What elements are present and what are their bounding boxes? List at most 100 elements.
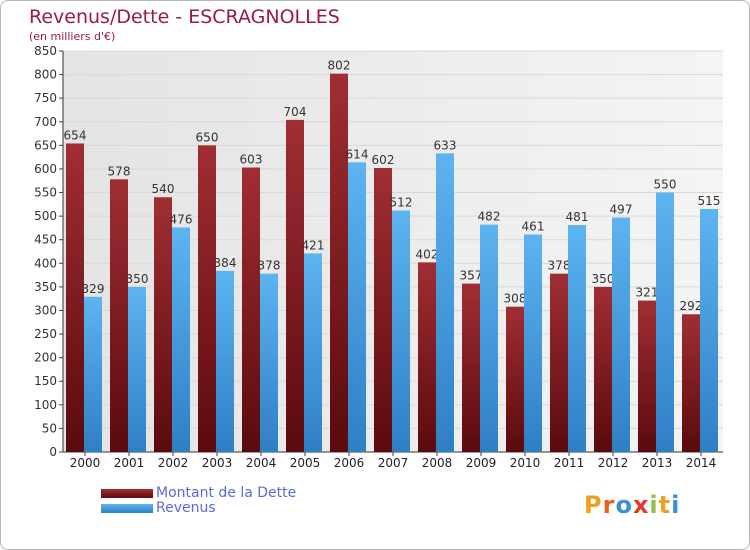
data-label-revenue: 550 bbox=[654, 178, 677, 192]
logo-letter: o bbox=[615, 491, 633, 519]
legend-swatch-debt bbox=[101, 489, 153, 498]
data-label-debt: 602 bbox=[372, 153, 395, 167]
legend-label-revenue: Revenus bbox=[156, 500, 216, 516]
logo-letter: t bbox=[658, 491, 672, 519]
y-tick-label: 650 bbox=[34, 138, 57, 152]
bar-debt bbox=[506, 306, 524, 452]
bar-revenue bbox=[436, 153, 454, 453]
proxiti-logo: Proxiti bbox=[584, 491, 680, 519]
bar-debt bbox=[330, 73, 348, 452]
data-label-debt: 308 bbox=[504, 292, 527, 306]
logo-letter: P bbox=[584, 491, 603, 519]
y-tick-label: 150 bbox=[34, 374, 57, 388]
bar-revenue bbox=[172, 227, 190, 452]
bar-debt bbox=[374, 167, 392, 452]
y-tick-label: 600 bbox=[34, 162, 57, 176]
data-label-revenue: 497 bbox=[610, 203, 633, 217]
bar-debt bbox=[198, 145, 216, 452]
x-tick-label: 2007 bbox=[378, 456, 409, 470]
y-tick-label: 300 bbox=[34, 303, 57, 317]
bar-revenue bbox=[128, 286, 146, 452]
x-tick-label: 2013 bbox=[642, 456, 673, 470]
y-tick-label: 350 bbox=[34, 280, 57, 294]
y-tick-label: 100 bbox=[34, 398, 57, 412]
data-label-debt: 603 bbox=[240, 153, 263, 167]
data-label-debt: 321 bbox=[636, 286, 659, 300]
bar-debt bbox=[242, 167, 260, 452]
y-tick-label: 500 bbox=[34, 209, 57, 223]
bar-debt bbox=[550, 273, 568, 452]
y-tick-label: 700 bbox=[34, 115, 57, 129]
y-tick-label: 400 bbox=[34, 256, 57, 270]
x-tick-label: 2003 bbox=[202, 456, 233, 470]
data-label-debt: 378 bbox=[548, 259, 571, 273]
y-tick-label: 750 bbox=[34, 91, 57, 105]
data-label-revenue: 481 bbox=[566, 210, 589, 224]
bar-debt bbox=[154, 197, 172, 452]
data-label-revenue: 482 bbox=[478, 210, 501, 224]
legend-label-debt: Montant de la Dette bbox=[156, 485, 297, 501]
x-tick-label: 2008 bbox=[422, 456, 453, 470]
data-label-revenue: 614 bbox=[346, 147, 369, 161]
bar-revenue bbox=[480, 224, 498, 452]
bar-revenue bbox=[656, 192, 674, 452]
data-label-revenue: 350 bbox=[126, 272, 149, 286]
logo-letter: i bbox=[649, 491, 659, 519]
bar-revenue bbox=[216, 270, 234, 452]
bar-revenue bbox=[700, 209, 718, 452]
x-tick-label: 2002 bbox=[158, 456, 189, 470]
legend-swatch-revenue bbox=[101, 504, 153, 513]
data-label-debt: 802 bbox=[328, 59, 351, 73]
data-label-revenue: 461 bbox=[522, 220, 545, 234]
bar-debt bbox=[110, 179, 128, 452]
data-label-debt: 578 bbox=[108, 164, 131, 178]
bar-revenue bbox=[612, 217, 630, 452]
bar-debt bbox=[638, 300, 656, 452]
logo-letter: r bbox=[602, 491, 616, 519]
data-label-revenue: 421 bbox=[302, 238, 325, 252]
y-tick-label: 850 bbox=[34, 44, 57, 58]
bar-revenue bbox=[84, 296, 102, 452]
logo-letter: x bbox=[632, 491, 650, 519]
bar-debt bbox=[682, 314, 700, 452]
data-label-debt: 650 bbox=[196, 130, 219, 144]
bar-debt bbox=[66, 143, 84, 452]
data-label-debt: 292 bbox=[680, 299, 703, 313]
x-tick-label: 2000 bbox=[70, 456, 101, 470]
y-tick-label: 800 bbox=[34, 68, 57, 82]
bar-revenue bbox=[392, 210, 410, 452]
data-label-revenue: 512 bbox=[390, 195, 413, 209]
bar-revenue bbox=[524, 234, 542, 452]
bar-debt bbox=[594, 286, 612, 452]
x-tick-label: 2001 bbox=[114, 456, 145, 470]
data-label-debt: 654 bbox=[64, 128, 87, 142]
data-label-debt: 350 bbox=[592, 272, 615, 286]
x-tick-label: 2005 bbox=[290, 456, 321, 470]
data-label-revenue: 633 bbox=[434, 138, 457, 152]
data-label-revenue: 476 bbox=[170, 212, 193, 226]
x-tick-label: 2011 bbox=[554, 456, 585, 470]
x-tick-label: 2009 bbox=[466, 456, 497, 470]
x-tick-label: 2014 bbox=[686, 456, 717, 470]
y-tick-label: 200 bbox=[34, 351, 57, 365]
data-label-debt: 540 bbox=[152, 182, 175, 196]
y-tick-label: 250 bbox=[34, 327, 57, 341]
chart-subtitle: (en milliers d'€) bbox=[29, 30, 116, 43]
y-tick-label: 0 bbox=[49, 445, 57, 459]
bar-debt bbox=[462, 283, 480, 452]
y-tick-label: 50 bbox=[42, 421, 57, 435]
data-label-debt: 704 bbox=[284, 105, 307, 119]
y-tick-label: 550 bbox=[34, 186, 57, 200]
chart-title: Revenus/Dette - ESCRAGNOLLES bbox=[29, 6, 340, 28]
bar-revenue bbox=[348, 162, 366, 452]
bar-revenue bbox=[568, 225, 586, 452]
bar-debt bbox=[418, 262, 436, 452]
x-tick-label: 2012 bbox=[598, 456, 629, 470]
data-label-revenue: 515 bbox=[698, 194, 721, 208]
data-label-debt: 402 bbox=[416, 247, 439, 261]
x-tick-label: 2010 bbox=[510, 456, 541, 470]
data-label-revenue: 378 bbox=[258, 259, 281, 273]
y-tick-label: 450 bbox=[34, 233, 57, 247]
